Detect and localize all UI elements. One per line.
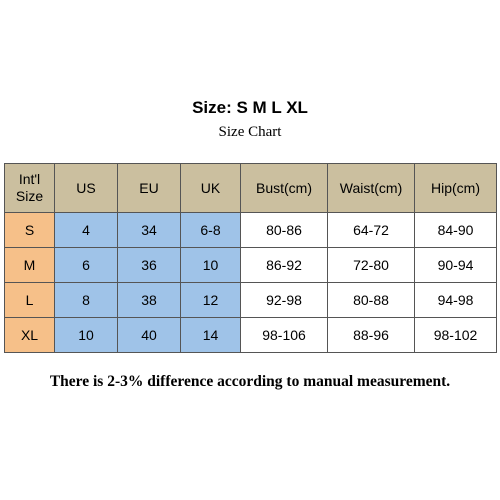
column-header: Waist(cm) xyxy=(327,163,415,213)
table-cell: 14 xyxy=(180,317,241,353)
table-cell: 38 xyxy=(117,282,181,318)
table-body: S 4 34 6-8 80-86 64-72 84-90 M 6 36 10 86-92 72-80 90… xyxy=(4,212,497,353)
table-cell: 94-98 xyxy=(414,282,497,318)
table-row: S 4 34 6-8 80-86 64-72 84-90 xyxy=(4,212,497,248)
table-cell: 12 xyxy=(180,282,241,318)
column-header: US xyxy=(54,163,118,213)
table-cell: XL xyxy=(4,317,55,353)
header-row: Int'l Size US EU UK Bust(cm) Waist(cm) Hip(cm) xyxy=(4,163,497,213)
table-cell: 90-94 xyxy=(414,247,497,283)
table-cell: 92-98 xyxy=(240,282,328,318)
footnote: There is 2-3% difference according to ma… xyxy=(49,373,451,390)
table-cell: S xyxy=(4,212,55,248)
table-cell: 86-92 xyxy=(240,247,328,283)
table-cell: 98-102 xyxy=(414,317,497,353)
table-cell: 34 xyxy=(117,212,181,248)
table-row: L 8 38 12 92-98 80-88 94-98 xyxy=(4,282,497,318)
table-cell: 10 xyxy=(54,317,118,353)
column-header: UK xyxy=(180,163,241,213)
table-cell: 40 xyxy=(117,317,181,353)
table-row: M 6 36 10 86-92 72-80 90-94 xyxy=(4,247,497,283)
table-cell: 80-88 xyxy=(327,282,415,318)
table-cell: L xyxy=(4,282,55,318)
table-cell: 72-80 xyxy=(327,247,415,283)
subtitle: Size Chart xyxy=(218,124,282,140)
table-head: Int'l Size US EU UK Bust(cm) Waist(cm) Hip(cm) xyxy=(4,163,497,213)
title: Size: S M L XL xyxy=(192,98,308,117)
table-cell: 36 xyxy=(117,247,181,283)
table-cell: M xyxy=(4,247,55,283)
table-cell: 84-90 xyxy=(414,212,497,248)
table-row: XL 10 40 14 98-106 88-96 98-102 xyxy=(4,317,497,353)
column-header: EU xyxy=(117,163,181,213)
table-cell: 8 xyxy=(54,282,118,318)
table-cell: 64-72 xyxy=(327,212,415,248)
table-cell: 10 xyxy=(180,247,241,283)
table-cell: 6 xyxy=(54,247,118,283)
table-cell: 6-8 xyxy=(180,212,241,248)
column-header: Bust(cm) xyxy=(240,163,328,213)
table-cell: 4 xyxy=(54,212,118,248)
table-cell: 80-86 xyxy=(240,212,328,248)
size-table: Int'l Size US EU UK Bust(cm) Waist(cm) Hip(cm)… xyxy=(4,163,497,353)
table-cell: 88-96 xyxy=(327,317,415,353)
column-header: Hip(cm) xyxy=(414,163,497,213)
table-cell: 98-106 xyxy=(240,317,328,353)
column-header: Int'l Size xyxy=(4,163,55,213)
